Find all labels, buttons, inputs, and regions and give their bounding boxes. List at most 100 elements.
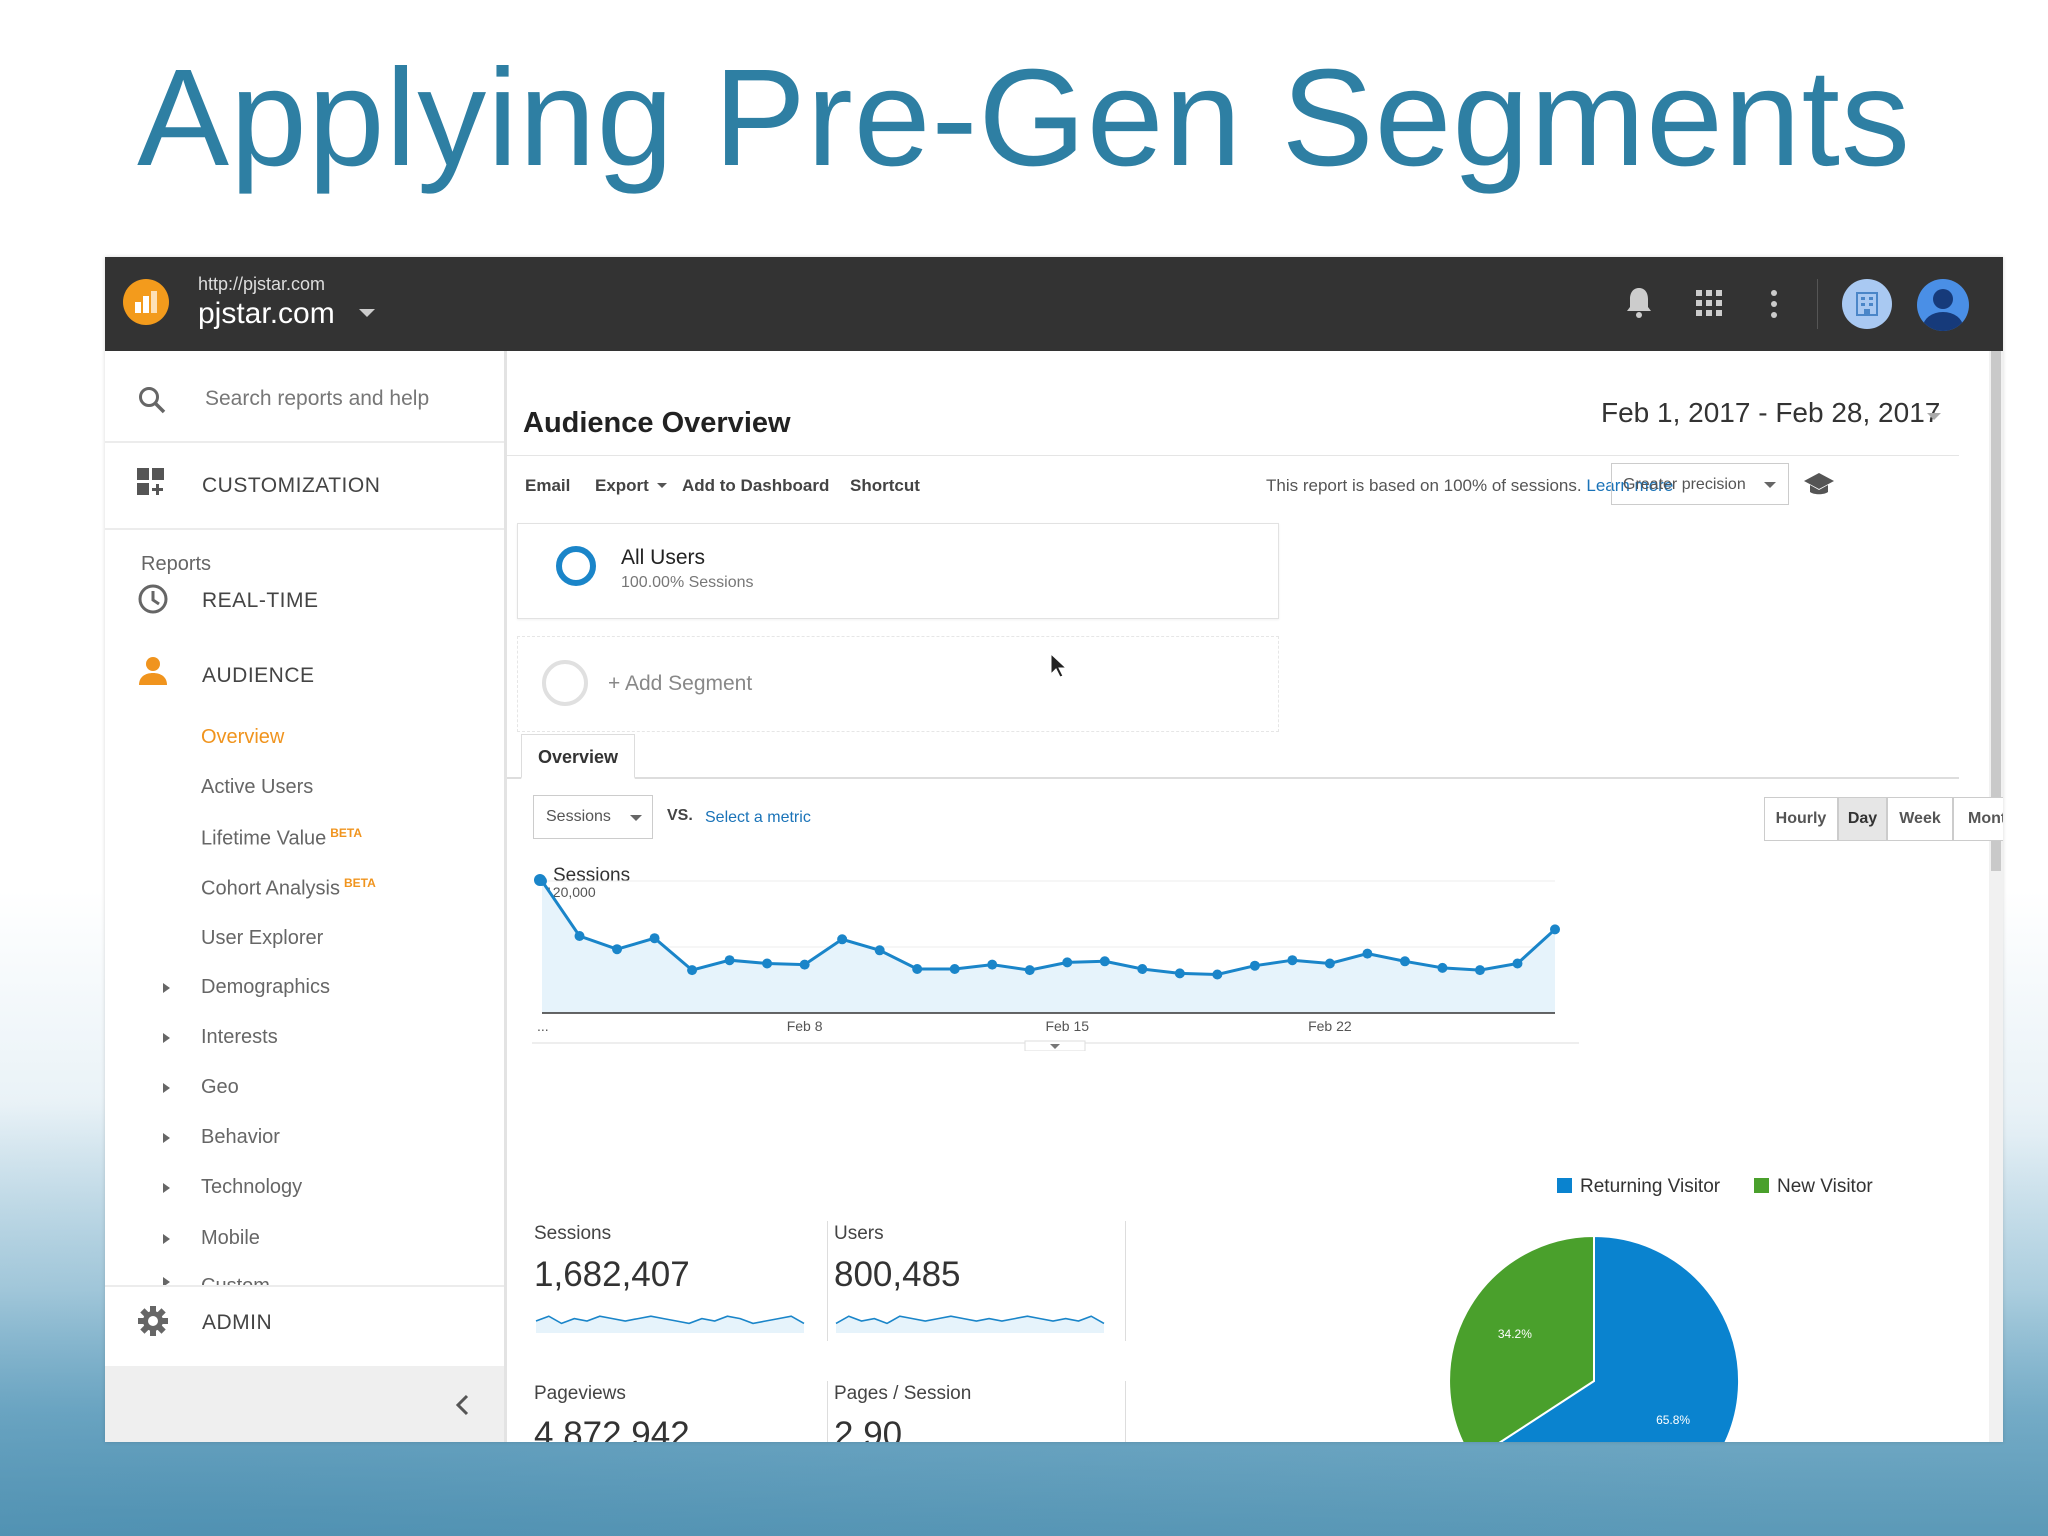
stat-value: 1,682,407 (534, 1255, 690, 1294)
tab-overview[interactable]: Overview (521, 734, 635, 779)
sidebar-item-active-users[interactable]: Active Users (201, 776, 313, 799)
analytics-screenshot: http://pjstar.com pjstar.com (105, 257, 2003, 1442)
account-building-icon[interactable] (1842, 279, 1892, 329)
sidebar-item-label: Overview (201, 726, 285, 748)
data-point (1550, 924, 1560, 935)
data-point (949, 964, 960, 974)
data-point (649, 933, 660, 944)
stat-value: 4,872,942 (534, 1415, 690, 1442)
expand-arrow-icon[interactable] (163, 983, 170, 993)
precision-value: Greater precision (1623, 476, 1746, 493)
stat-label: Sessions (534, 1223, 612, 1244)
chevron-down-icon[interactable] (359, 309, 375, 317)
gear-icon (138, 1306, 168, 1336)
data-point (724, 955, 735, 966)
week-button[interactable]: Week (1887, 797, 1953, 841)
sidebar-item-label: User Explorer (201, 927, 324, 949)
more-vert-icon[interactable] (1769, 289, 1779, 319)
data-point (987, 959, 998, 970)
legend-swatch (1754, 1178, 1769, 1193)
sidebar-item-cohort-analysis[interactable]: Cohort Analysis BETA (201, 876, 376, 901)
add-to-dashboard-button[interactable]: Add to Dashboard (682, 476, 830, 495)
sidebar-item-technology[interactable]: Technology (201, 1176, 303, 1198)
sidebar-item-behavior[interactable]: Behavior (201, 1126, 280, 1148)
metric-select[interactable]: Sessions (533, 795, 653, 839)
segment-share: 100.00% Sessions (621, 574, 754, 591)
search-input[interactable]: Search reports and help (205, 387, 430, 410)
hourly-button[interactable]: Hourly (1764, 797, 1838, 841)
report-title: Audience Overview (523, 407, 791, 439)
chevron-down-icon (1050, 1044, 1060, 1049)
slide-title: Applying Pre-Gen Segments (137, 41, 1911, 195)
expand-arrow-icon[interactable] (163, 1033, 170, 1043)
y-tick-label: 120,000 (545, 884, 596, 900)
user-avatar-icon[interactable] (1917, 279, 1969, 331)
sidebar-item-user-explorer[interactable]: User Explorer (201, 927, 323, 950)
series-line-sessions (540, 880, 1557, 977)
sidebar-item-admin[interactable]: ADMIN (202, 1311, 273, 1334)
month-button[interactable]: Month (1953, 797, 2003, 841)
sidebar-item-audience[interactable]: AUDIENCE (202, 664, 315, 687)
reports-section-label: Reports (141, 553, 212, 575)
add-segment-button[interactable]: + Add Segment (517, 636, 1279, 732)
stat-label: Users (834, 1223, 884, 1244)
sidebar-footer (105, 1366, 504, 1442)
select-metric-link[interactable]: Select a metric (705, 809, 811, 826)
apps-grid-icon[interactable] (1695, 289, 1723, 317)
sparkline-area (836, 1316, 1104, 1333)
data-point (799, 959, 810, 970)
expand-arrow-icon[interactable] (163, 1234, 170, 1244)
mouse-cursor-icon (1050, 653, 1067, 678)
sidebar-item-realtime[interactable]: REAL-TIME (202, 589, 319, 612)
data-point (1399, 956, 1410, 967)
chevron-down-icon[interactable] (1927, 413, 1941, 420)
sidebar-item-custom[interactable]: Custom (201, 1275, 270, 1285)
sparkline-line (535, 1315, 805, 1325)
expand-arrow-icon[interactable] (163, 1277, 170, 1285)
email-button[interactable]: Email (525, 476, 571, 495)
divider (1125, 1221, 1126, 1341)
person-icon (139, 657, 167, 685)
bell-icon[interactable] (1624, 285, 1654, 321)
scrollbar-thumb[interactable] (1991, 351, 2001, 871)
report-panel: Audience Overview Feb 1, 2017 - Feb 28, … (507, 351, 2003, 1442)
export-button[interactable]: Export (595, 476, 667, 496)
segment-card-all-users[interactable]: All Users 100.00% Sessions (517, 523, 1279, 619)
x-tick-label: ... (537, 1018, 549, 1034)
day-button[interactable]: Day (1838, 797, 1887, 841)
expand-arrow-icon[interactable] (163, 1133, 170, 1143)
divider (105, 441, 504, 443)
graduation-cap-icon[interactable] (1803, 471, 1835, 497)
search-icon[interactable] (137, 385, 167, 415)
data-point (1024, 965, 1035, 976)
property-selector[interactable]: pjstar.com (198, 297, 335, 330)
sidebar-item-demographics[interactable]: Demographics (201, 976, 330, 998)
data-point (1324, 958, 1335, 969)
sidebar-item-lifetime-value[interactable]: Lifetime Value BETA (201, 826, 362, 851)
analytics-logo-icon[interactable] (123, 279, 169, 325)
topbar-divider (1817, 279, 1818, 329)
scrollbar[interactable] (1989, 351, 2003, 1442)
segment-ring-icon (542, 660, 588, 706)
shortcut-button[interactable]: Shortcut (850, 476, 920, 495)
sidebar-item-geo[interactable]: Geo (201, 1076, 239, 1098)
chevron-down-icon (656, 483, 667, 488)
data-point (1474, 965, 1485, 976)
date-range-picker[interactable]: Feb 1, 2017 - Feb 28, 2017 (1601, 397, 1941, 428)
data-point (1437, 962, 1448, 973)
pie-slice-label: 65.8% (1656, 1413, 1690, 1427)
learn-more-link[interactable]: Learn more (1586, 476, 1674, 495)
data-point (1212, 969, 1223, 980)
stat-value: 2.90 (834, 1415, 903, 1442)
sidebar-item-overview[interactable]: Overview (201, 726, 284, 749)
sidebar-item-customization[interactable]: CUSTOMIZATION (202, 474, 381, 497)
collapse-chevron-icon[interactable] (455, 1394, 469, 1416)
precision-select[interactable]: Greater precision (1611, 463, 1789, 505)
divider (105, 1285, 504, 1287)
sidebar-item-mobile[interactable]: Mobile (201, 1227, 260, 1249)
sidebar-item-interests[interactable]: Interests (201, 1026, 278, 1048)
chevron-down-icon (1764, 482, 1776, 488)
expand-arrow-icon[interactable] (163, 1083, 170, 1093)
sparkline-area (536, 1316, 804, 1333)
expand-arrow-icon[interactable] (163, 1183, 170, 1193)
